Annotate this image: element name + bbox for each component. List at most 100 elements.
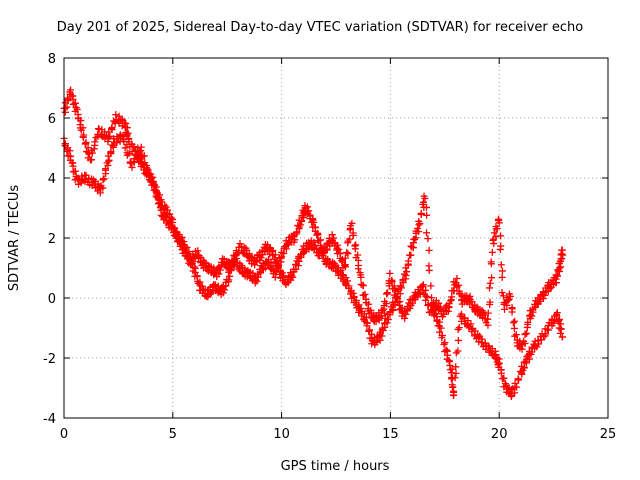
data-point <box>338 271 346 279</box>
data-point <box>365 300 373 308</box>
data-point <box>144 165 152 173</box>
data-point <box>64 97 72 105</box>
data-point <box>401 314 409 322</box>
data-point <box>539 295 547 303</box>
data-point <box>402 310 410 318</box>
data-point <box>288 272 296 280</box>
data-point <box>365 326 373 334</box>
data-point <box>558 333 566 341</box>
data-point <box>342 274 350 282</box>
data-point <box>317 236 325 244</box>
data-point <box>508 308 516 316</box>
data-point <box>495 219 503 227</box>
data-point <box>496 245 504 253</box>
data-point <box>521 330 529 338</box>
data-point <box>452 369 460 377</box>
y-tick-label: 0 <box>48 292 56 307</box>
data-point <box>112 111 120 119</box>
data-point <box>397 305 405 313</box>
data-point <box>455 324 463 332</box>
data-point <box>130 158 138 166</box>
data-point <box>225 276 233 284</box>
data-point <box>495 359 503 367</box>
data-point <box>380 309 388 317</box>
data-point <box>167 218 175 226</box>
data-point <box>196 278 204 286</box>
data-point <box>178 233 186 241</box>
data-point <box>485 284 493 292</box>
data-point <box>442 346 450 354</box>
data-point <box>125 135 133 143</box>
data-point <box>193 273 201 281</box>
data-point <box>447 296 455 304</box>
data-point <box>297 221 305 229</box>
data-point <box>88 149 96 157</box>
data-point <box>143 161 151 169</box>
data-point <box>155 196 163 204</box>
data-point <box>349 289 357 297</box>
data-point <box>271 273 279 281</box>
data-point <box>63 103 71 111</box>
data-point <box>123 124 131 132</box>
data-point <box>88 156 96 164</box>
data-point <box>492 351 500 359</box>
data-point <box>444 351 452 359</box>
data-point <box>504 296 512 304</box>
data-point <box>140 152 148 160</box>
data-point <box>153 189 161 197</box>
data-point <box>453 275 461 283</box>
data-point <box>165 210 173 218</box>
data-point <box>484 315 492 323</box>
y-tick-label: -4 <box>43 412 56 427</box>
data-point <box>113 139 121 147</box>
data-point <box>542 330 550 338</box>
data-point <box>315 237 323 245</box>
data-point <box>323 246 331 254</box>
data-point <box>555 316 563 324</box>
data-point <box>352 296 360 304</box>
data-point <box>69 159 77 167</box>
data-point <box>300 214 308 222</box>
data-point <box>322 260 330 268</box>
data-point <box>345 282 353 290</box>
data-point <box>341 261 349 269</box>
data-point <box>441 339 449 347</box>
data-point <box>535 340 543 348</box>
data-point <box>125 150 133 158</box>
data-point <box>492 233 500 241</box>
data-point <box>164 206 172 214</box>
data-point <box>253 277 261 285</box>
data-point <box>427 282 435 290</box>
data-point <box>407 251 415 259</box>
data-point <box>105 156 113 164</box>
data-point <box>498 267 506 275</box>
data-point <box>455 281 463 289</box>
data-point <box>293 230 301 238</box>
data-point <box>425 246 433 254</box>
data-point <box>254 273 262 281</box>
data-point <box>94 125 102 133</box>
data-point <box>168 221 176 229</box>
data-point <box>386 311 394 319</box>
data-point <box>297 253 305 261</box>
data-point <box>529 308 537 316</box>
y-axis-label: SDTVAR / TECUs <box>7 185 22 292</box>
data-point <box>106 132 114 140</box>
data-point <box>203 266 211 274</box>
data-point <box>553 272 561 280</box>
data-point <box>162 203 170 211</box>
data-point <box>80 131 88 139</box>
data-point <box>423 293 431 301</box>
data-point <box>454 325 462 333</box>
data-point <box>123 151 131 159</box>
data-point <box>69 92 77 100</box>
data-point <box>330 234 338 242</box>
data-point <box>344 277 352 285</box>
data-point <box>294 262 302 270</box>
data-point <box>357 304 365 312</box>
data-point <box>247 253 255 261</box>
data-point <box>361 290 369 298</box>
data-point <box>216 266 224 274</box>
data-point <box>108 126 116 134</box>
data-point <box>335 245 343 253</box>
